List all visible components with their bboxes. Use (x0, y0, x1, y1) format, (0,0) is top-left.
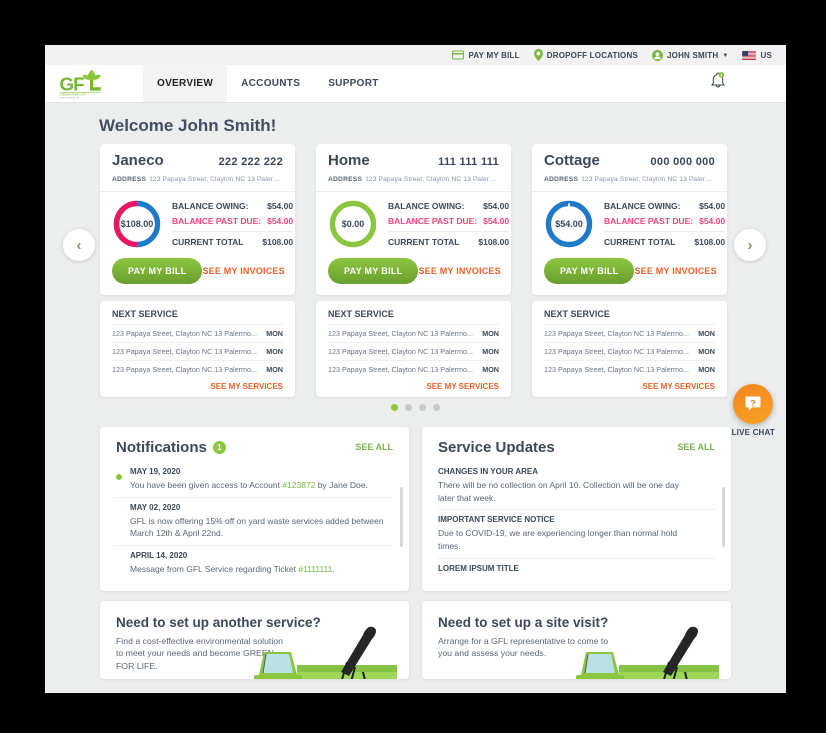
svg-text:?: ? (750, 399, 756, 409)
svg-text:3: 3 (720, 74, 722, 78)
svg-text:GREEN FOR LIFE: GREEN FOR LIFE (60, 92, 87, 96)
svg-text:GF: GF (60, 73, 85, 94)
svg-text:ENVIRONMENTAL: ENVIRONMENTAL (60, 96, 81, 98)
